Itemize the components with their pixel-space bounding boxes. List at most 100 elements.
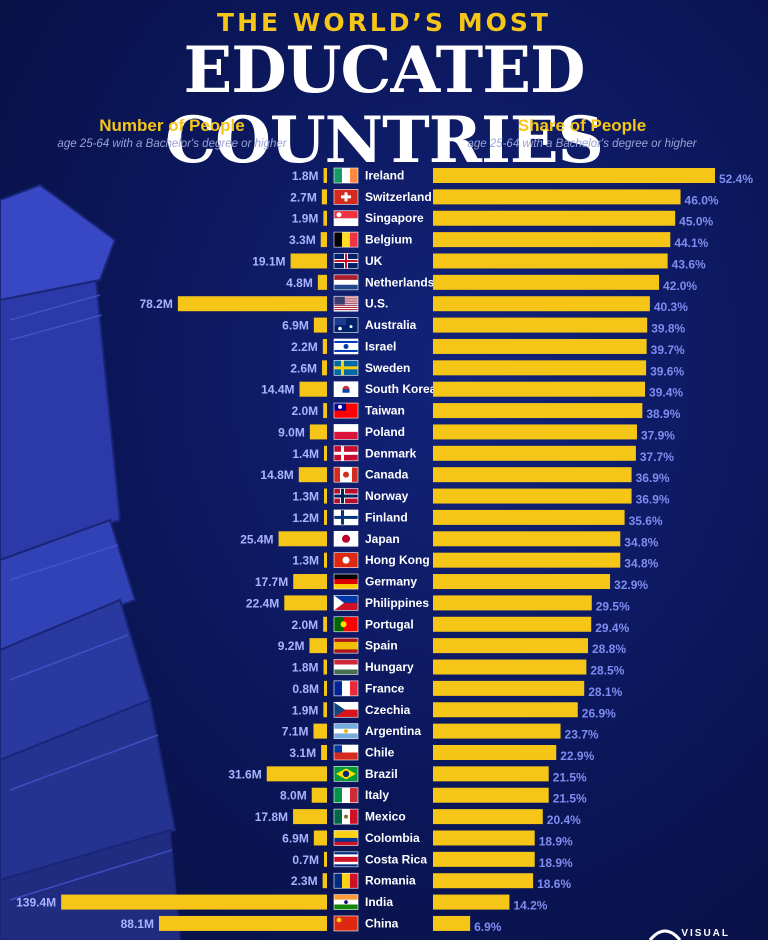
country-label: Taiwan bbox=[365, 404, 405, 418]
left-bar bbox=[298, 467, 327, 483]
right-bar-label: 21.5% bbox=[553, 770, 587, 784]
left-bar bbox=[278, 531, 327, 547]
right-bar-label: 28.8% bbox=[592, 642, 626, 656]
right-bar-label: 28.5% bbox=[590, 664, 624, 678]
left-bar-label: 6.9M bbox=[282, 319, 309, 333]
south-korea-flag bbox=[333, 381, 359, 398]
left-bar bbox=[311, 787, 327, 803]
country-label: Netherlands bbox=[365, 275, 435, 289]
right-bar-label: 38.9% bbox=[646, 407, 680, 421]
uk-flag bbox=[333, 253, 359, 269]
right-bar-label: 52.4% bbox=[719, 172, 753, 186]
right-bar bbox=[433, 744, 557, 760]
left-bar-label: 2.6M bbox=[290, 361, 317, 375]
right-bar-label: 23.7% bbox=[565, 728, 599, 742]
right-bar-label: 18.9% bbox=[539, 856, 573, 870]
right-bar bbox=[433, 360, 647, 376]
country-label: Israel bbox=[365, 339, 396, 353]
right-bar-label: 40.3% bbox=[654, 300, 688, 314]
right-bar-label: 20.4% bbox=[547, 813, 581, 827]
netherlands-flag bbox=[333, 274, 359, 291]
left-bar-label: 2.0M bbox=[291, 404, 318, 418]
left-bar-label: 9.0M bbox=[278, 425, 305, 439]
costa-rica-flag bbox=[333, 851, 359, 868]
right-bar-label: 18.9% bbox=[539, 834, 573, 848]
left-bar-label: 6.9M bbox=[282, 831, 309, 845]
right-bar bbox=[433, 702, 578, 718]
country-label: U.S. bbox=[365, 297, 388, 311]
sweden-flag bbox=[333, 360, 359, 376]
right-bar-label: 36.9% bbox=[636, 493, 670, 507]
right-bar-label: 34.8% bbox=[624, 557, 658, 571]
right-bar-label: 39.7% bbox=[651, 343, 685, 357]
czechia-flag bbox=[333, 701, 359, 718]
left-bar bbox=[324, 680, 327, 696]
country-label: Argentina bbox=[365, 724, 421, 738]
right-bar bbox=[433, 766, 549, 782]
right-bar bbox=[433, 381, 646, 397]
country-label: Chile bbox=[365, 745, 395, 759]
japan-flag bbox=[333, 530, 359, 547]
spain-flag bbox=[333, 637, 359, 654]
left-bar bbox=[290, 253, 327, 269]
right-bar bbox=[433, 894, 510, 910]
left-bar-label: 0.7M bbox=[292, 853, 319, 867]
right-bar-label: 14.2% bbox=[513, 899, 547, 913]
left-bar-label: 1.9M bbox=[292, 212, 319, 226]
hong-kong-flag bbox=[333, 552, 359, 568]
left-bar-label: 2.2M bbox=[291, 340, 318, 354]
left-bar bbox=[309, 424, 327, 440]
country-label: Belgium bbox=[365, 233, 412, 247]
country-label: Finland bbox=[365, 510, 408, 524]
right-bar bbox=[433, 338, 647, 354]
right-bar-label: 46.0% bbox=[685, 193, 719, 207]
country-label: Brazil bbox=[365, 767, 398, 781]
right-bar bbox=[433, 809, 543, 825]
country-label: Singapore bbox=[365, 211, 424, 225]
chile-flag bbox=[333, 744, 359, 761]
left-bar-label: 17.8M bbox=[255, 810, 288, 824]
right-bar-label: 22.9% bbox=[560, 749, 594, 763]
right-bar-label: 44.1% bbox=[674, 236, 708, 250]
country-label: Czechia bbox=[365, 703, 411, 717]
right-bar bbox=[433, 317, 648, 333]
right-bar bbox=[433, 403, 643, 419]
left-bar-label: 88.1M bbox=[121, 917, 154, 931]
left-bar-label: 78.2M bbox=[140, 297, 173, 311]
country-label: Portugal bbox=[365, 617, 414, 631]
india-flag bbox=[333, 894, 359, 910]
left-bar-label: 19.1M bbox=[252, 254, 285, 268]
right-bar-label: 26.9% bbox=[582, 706, 616, 720]
left-bar bbox=[266, 766, 327, 782]
left-bar-label: 139.4M bbox=[16, 896, 56, 910]
right-bar bbox=[433, 210, 676, 226]
country-label: Spain bbox=[365, 639, 398, 653]
right-bar bbox=[433, 574, 611, 590]
country-label: Romania bbox=[365, 874, 416, 888]
left-bar-label: 2.0M bbox=[291, 618, 318, 632]
country-label: Italy bbox=[365, 788, 389, 802]
left-bar bbox=[322, 338, 327, 354]
left-bar-label: 17.7M bbox=[255, 575, 288, 589]
publisher-logo-mark bbox=[648, 929, 682, 940]
country-label: Denmark bbox=[365, 446, 417, 460]
canada-flag bbox=[333, 466, 359, 483]
right-bar bbox=[433, 873, 534, 889]
colombia-flag bbox=[333, 830, 359, 846]
italy-flag bbox=[333, 787, 359, 804]
country-label: Switzerland bbox=[365, 190, 432, 204]
right-bar bbox=[433, 787, 549, 803]
country-label: South Korea bbox=[365, 382, 437, 396]
left-bar-label: 1.8M bbox=[292, 661, 319, 675]
country-label: Poland bbox=[365, 425, 405, 439]
right-bar-label: 39.4% bbox=[649, 386, 683, 400]
belgium-flag bbox=[333, 231, 359, 248]
left-bar bbox=[324, 509, 327, 525]
right-bar bbox=[433, 830, 535, 846]
left-bar-label: 1.3M bbox=[292, 554, 319, 568]
switzerland-flag bbox=[333, 189, 359, 205]
left-bar bbox=[321, 744, 327, 760]
right-panel-subtitle: age 25-64 with a Bachelor's degree or hi… bbox=[467, 138, 697, 150]
left-bar bbox=[313, 830, 327, 846]
